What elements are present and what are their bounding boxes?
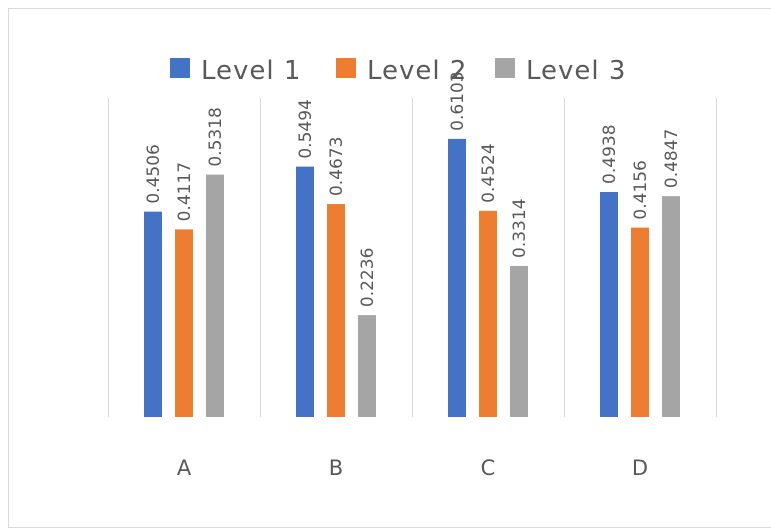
data-label: 0.5318 bbox=[206, 107, 226, 166]
bar-level-1-b bbox=[296, 166, 314, 417]
legend-swatch-level-1 bbox=[170, 58, 190, 78]
bar-level-3-a bbox=[206, 174, 224, 417]
bar-level-1-d bbox=[600, 191, 618, 417]
legend-label-level-3: Level 3 bbox=[526, 56, 626, 86]
bar-chart: 0.4506 0.4117 0.5318 A 0.5494 0.4673 0.2236 B 0.… bbox=[108, 56, 717, 480]
legend-swatch-level-2 bbox=[336, 58, 356, 78]
bar-level-3-d bbox=[662, 196, 680, 417]
data-label: 0.2236 bbox=[358, 248, 378, 307]
bar-level-3-b bbox=[358, 315, 376, 417]
category-label-a: A bbox=[177, 456, 192, 480]
data-label: 0.5494 bbox=[296, 99, 316, 158]
data-label: 0.4156 bbox=[631, 160, 651, 219]
category-label-d: D bbox=[632, 456, 648, 480]
legend-label-level-2: Level 2 bbox=[367, 56, 467, 86]
category-label-b: B bbox=[329, 456, 343, 480]
bar-level-2-d bbox=[631, 227, 649, 417]
bar-level-1-a bbox=[144, 211, 162, 417]
legend: Level 1 Level 2 Level 3 bbox=[170, 56, 626, 86]
data-label: 0.4938 bbox=[600, 124, 620, 183]
data-label: 0.4847 bbox=[662, 129, 682, 188]
data-label: 0.4506 bbox=[144, 144, 164, 203]
bar-level-3-c bbox=[510, 265, 528, 417]
category-label-c: C bbox=[481, 456, 496, 480]
data-label: 0.4673 bbox=[327, 137, 347, 196]
bar-level-2-b bbox=[327, 204, 345, 417]
data-label: 0.4117 bbox=[175, 162, 195, 221]
bar-level-2-a bbox=[175, 229, 193, 417]
data-label: 0.6103 bbox=[448, 71, 468, 130]
data-label: 0.3314 bbox=[510, 198, 530, 257]
legend-swatch-level-3 bbox=[495, 58, 515, 78]
legend-label-level-1: Level 1 bbox=[201, 56, 301, 86]
bar-level-2-c bbox=[479, 210, 497, 417]
bar-level-1-c bbox=[448, 138, 466, 418]
data-label: 0.4524 bbox=[479, 143, 499, 202]
